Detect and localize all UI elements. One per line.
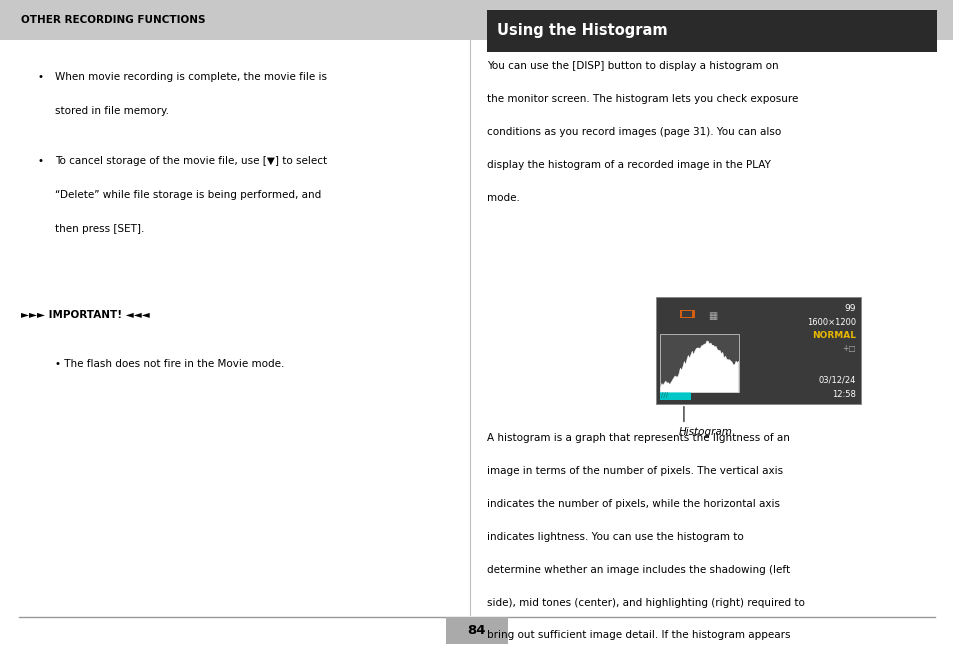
Text: 03/12/24: 03/12/24 (818, 375, 855, 384)
Text: •: • (37, 72, 43, 82)
Text: stored in file memory.: stored in file memory. (55, 106, 169, 116)
Text: the monitor screen. The histogram lets you check exposure: the monitor screen. The histogram lets y… (487, 94, 798, 104)
Text: OTHER RECORDING FUNCTIONS: OTHER RECORDING FUNCTIONS (21, 15, 205, 25)
Text: You can use the [DISP] button to display a histogram on: You can use the [DISP] button to display… (487, 61, 779, 71)
Text: “Delete” while file storage is being performed, and: “Delete” while file storage is being per… (55, 190, 321, 200)
Text: conditions as you record images (page 31). You can also: conditions as you record images (page 31… (487, 127, 781, 137)
Text: 84: 84 (467, 624, 486, 637)
Bar (659, 392, 690, 400)
Text: Histogram: Histogram (679, 427, 732, 437)
Text: •: • (37, 156, 43, 166)
Text: image in terms of the number of pixels. The vertical axis: image in terms of the number of pixels. … (487, 466, 782, 475)
Text: ///: /// (660, 392, 668, 399)
Bar (487, 10, 936, 52)
Text: then press [SET].: then press [SET]. (55, 224, 145, 233)
Text: ▦: ▦ (707, 311, 717, 320)
Text: determine whether an image includes the shadowing (left: determine whether an image includes the … (487, 565, 790, 574)
Text: bring out sufficient image detail. If the histogram appears: bring out sufficient image detail. If th… (487, 630, 790, 640)
Bar (679, 310, 694, 318)
Text: ►►► IMPORTANT! ◄◄◄: ►►► IMPORTANT! ◄◄◄ (21, 310, 150, 320)
Text: To cancel storage of the movie file, use [▼] to select: To cancel storage of the movie file, use… (55, 156, 327, 166)
Text: A histogram is a graph that represents the lightness of an: A histogram is a graph that represents t… (487, 433, 789, 443)
Text: indicates the number of pixels, while the horizontal axis: indicates the number of pixels, while th… (487, 499, 780, 508)
Text: display the histogram of a recorded image in the PLAY: display the histogram of a recorded imag… (487, 160, 771, 170)
Text: 1600×1200: 1600×1200 (806, 318, 855, 327)
Polygon shape (659, 341, 738, 392)
Text: mode.: mode. (487, 193, 519, 203)
Text: Using the Histogram: Using the Histogram (497, 23, 667, 38)
Text: +□: +□ (841, 344, 855, 353)
Text: • The flash does not fire in the Movie mode.: • The flash does not fire in the Movie m… (55, 359, 284, 368)
Bar (0, 0, 953, 40)
Text: When movie recording is complete, the movie file is: When movie recording is complete, the mo… (55, 72, 327, 82)
Text: 12:58: 12:58 (831, 390, 855, 399)
Text: indicates lightness. You can use the histogram to: indicates lightness. You can use the his… (487, 532, 743, 541)
Text: side), mid tones (center), and highlighting (right) required to: side), mid tones (center), and highlight… (487, 598, 804, 607)
Text: 99: 99 (843, 304, 855, 313)
Text: NORMAL: NORMAL (811, 331, 855, 340)
Bar (655, 297, 860, 404)
Bar (659, 334, 738, 392)
Bar (445, 617, 507, 644)
Bar (681, 311, 691, 317)
